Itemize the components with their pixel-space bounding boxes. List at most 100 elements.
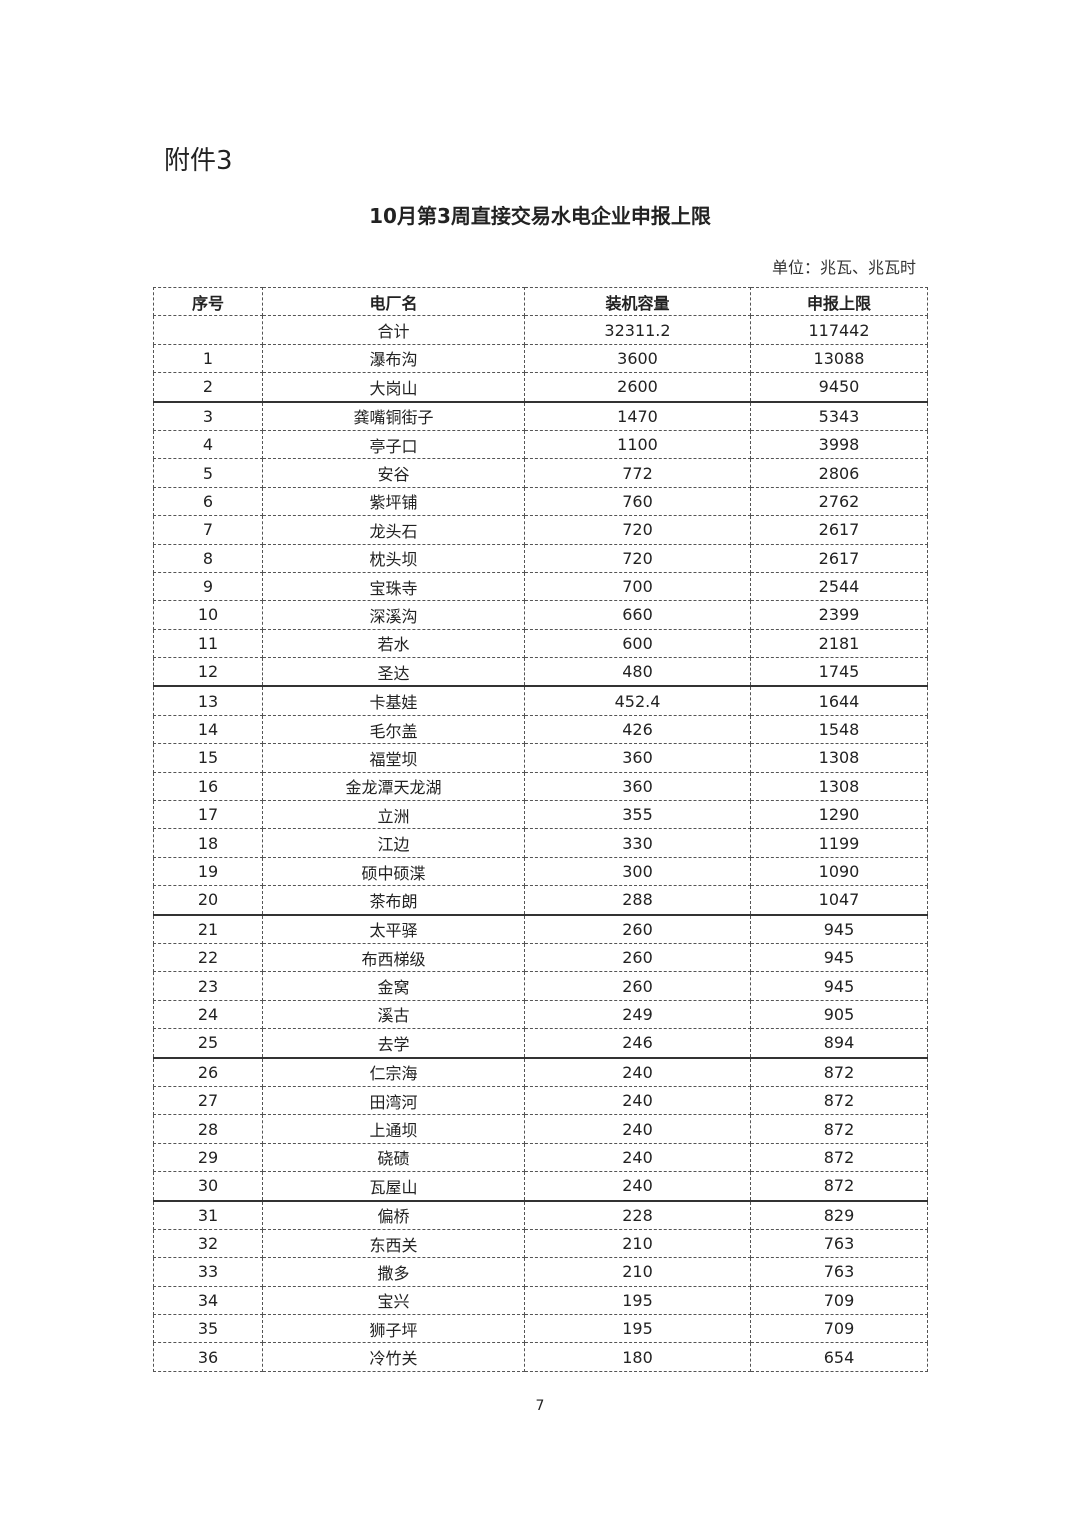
plant-name-cell: 硕中硕渫 [262, 856, 525, 887]
capacity-cell: 228 [524, 1199, 751, 1230]
capacity-cell: 480 [524, 657, 751, 687]
capacity-cell: 720 [524, 543, 751, 573]
capacity-cell: 452.4 [524, 685, 751, 716]
plant-name-cell: 田湾河 [262, 1085, 525, 1116]
table-header-row: 序号 电厂名 装机容量 申报上限 [153, 286, 928, 317]
total-label: 合计 [262, 315, 525, 345]
limit-cell: 1047 [750, 885, 928, 916]
row-no-cell: 29 [153, 1142, 263, 1173]
total-capacity: 32311.2 [524, 315, 751, 345]
row-no-cell: 26 [153, 1056, 263, 1087]
table-row: 31 偏桥 228 829 [153, 1199, 928, 1230]
capacity-cell: 240 [524, 1171, 751, 1201]
row-no-cell: 23 [153, 971, 263, 1001]
row-no-cell: 1 [153, 343, 263, 374]
limit-cell: 894 [750, 1028, 928, 1059]
table-row: 33 撒多 210 763 [153, 1257, 928, 1287]
row-no-cell: 3 [153, 400, 263, 431]
limit-cell: 654 [750, 1342, 928, 1372]
table-row: 27 田湾河 240 872 [153, 1085, 928, 1116]
capacity-cell: 330 [524, 828, 751, 858]
limit-cell: 2617 [750, 515, 928, 545]
plant-name-cell: 瓦屋山 [262, 1171, 525, 1201]
row-no-cell: 8 [153, 543, 263, 573]
plant-name-cell: 枕头坝 [262, 543, 525, 573]
plant-name-cell: 深溪沟 [262, 600, 525, 630]
plant-name-cell: 大岗山 [262, 372, 525, 403]
table-row: 17 立洲 355 1290 [153, 800, 928, 830]
capacity-cell: 195 [524, 1314, 751, 1344]
capacity-cell: 355 [524, 800, 751, 830]
table-row: 3 龚嘴铜街子 1470 5343 [153, 400, 928, 431]
total-no [153, 315, 263, 345]
row-no-cell: 20 [153, 885, 263, 916]
table-row: 20 茶布朗 288 1047 [153, 885, 928, 916]
limit-cell: 763 [750, 1228, 928, 1259]
row-no-cell: 21 [153, 913, 263, 944]
row-no-cell: 18 [153, 828, 263, 858]
limit-cell: 1090 [750, 856, 928, 887]
table-row: 12 圣达 480 1745 [153, 657, 928, 687]
row-no-cell: 13 [153, 685, 263, 716]
row-no-cell: 15 [153, 743, 263, 773]
table-row: 1 瀑布沟 3600 13088 [153, 343, 928, 374]
limit-cell: 2617 [750, 543, 928, 573]
header-capacity: 装机容量 [524, 286, 751, 317]
row-no-cell: 4 [153, 429, 263, 460]
table-row: 25 去学 246 894 [153, 1028, 928, 1059]
limit-cell: 1199 [750, 828, 928, 858]
plant-name-cell: 江边 [262, 828, 525, 858]
header-no: 序号 [153, 286, 263, 317]
row-no-cell: 17 [153, 800, 263, 830]
capacity-cell: 360 [524, 743, 751, 773]
limit-cell: 1548 [750, 714, 928, 745]
capacity-cell: 700 [524, 571, 751, 602]
row-no-cell: 28 [153, 1114, 263, 1144]
row-no-cell: 30 [153, 1171, 263, 1201]
limit-cell: 945 [750, 942, 928, 973]
capacity-cell: 1100 [524, 429, 751, 460]
row-no-cell: 34 [153, 1285, 263, 1316]
plant-name-cell: 毛尔盖 [262, 714, 525, 745]
limit-cell: 872 [750, 1114, 928, 1144]
capacity-cell: 720 [524, 515, 751, 545]
table-row: 21 太平驿 260 945 [153, 913, 928, 944]
capacity-cell: 260 [524, 913, 751, 944]
limit-cell: 945 [750, 913, 928, 944]
plant-name-cell: 安谷 [262, 458, 525, 488]
table-row: 19 硕中硕渫 300 1090 [153, 856, 928, 887]
annex-label: 附件3 [164, 146, 233, 176]
limit-cell: 945 [750, 971, 928, 1001]
capacity-cell: 3600 [524, 343, 751, 374]
capacity-cell: 426 [524, 714, 751, 745]
limit-cell: 872 [750, 1085, 928, 1116]
plant-name-cell: 瀑布沟 [262, 343, 525, 374]
table-row: 11 若水 600 2181 [153, 628, 928, 659]
row-no-cell: 22 [153, 942, 263, 973]
table-row: 15 福堂坝 360 1308 [153, 743, 928, 773]
table-row: 35 狮子坪 195 709 [153, 1314, 928, 1344]
table-row: 8 枕头坝 720 2617 [153, 543, 928, 573]
plant-name-cell: 圣达 [262, 657, 525, 687]
capacity-cell: 300 [524, 856, 751, 887]
capacity-cell: 180 [524, 1342, 751, 1372]
limit-cell: 1290 [750, 800, 928, 830]
capacity-cell: 360 [524, 771, 751, 802]
quota-table: 序号 电厂名 装机容量 申报上限 合计 32311.2 117442 1 瀑布沟 3… [153, 286, 928, 1372]
table-row: 18 江边 330 1199 [153, 828, 928, 858]
table-row: 30 瓦屋山 240 872 [153, 1171, 928, 1201]
row-no-cell: 35 [153, 1314, 263, 1344]
plant-name-cell: 若水 [262, 628, 525, 659]
plant-name-cell: 宝兴 [262, 1285, 525, 1316]
table-row: 5 安谷 772 2806 [153, 458, 928, 488]
table-row: 16 金龙潭天龙湖 360 1308 [153, 771, 928, 802]
row-no-cell: 25 [153, 1028, 263, 1059]
plant-name-cell: 金龙潭天龙湖 [262, 771, 525, 802]
limit-cell: 3998 [750, 429, 928, 460]
limit-cell: 1308 [750, 771, 928, 802]
capacity-cell: 240 [524, 1085, 751, 1116]
table-row: 9 宝珠寺 700 2544 [153, 571, 928, 602]
row-no-cell: 6 [153, 486, 263, 517]
plant-name-cell: 茶布朗 [262, 885, 525, 916]
capacity-cell: 240 [524, 1056, 751, 1087]
